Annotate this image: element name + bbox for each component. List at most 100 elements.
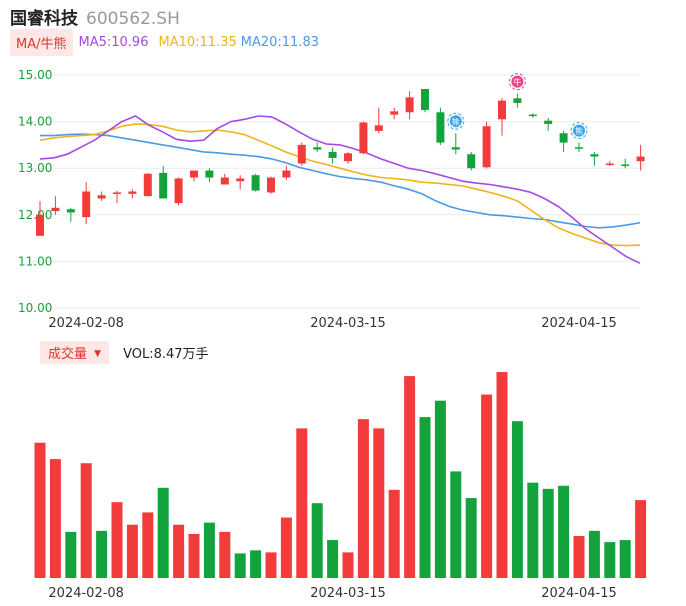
signal-marker: 熊: [447, 112, 465, 130]
candle-body: [174, 178, 183, 204]
signal-ring: [570, 122, 588, 140]
volume-bar: [419, 417, 431, 578]
stock-name: 国睿科技: [10, 9, 78, 29]
candle: [51, 196, 60, 215]
volume-bar: [96, 530, 108, 578]
volume-bar: [357, 419, 369, 578]
candle-body: [143, 173, 152, 197]
candle-body: [482, 126, 491, 168]
volume-bar: [280, 517, 292, 578]
volume-bar: [388, 489, 400, 578]
candle: [251, 173, 260, 192]
candle: [528, 113, 537, 118]
volume-bar: [496, 372, 508, 578]
volume-bar: [65, 531, 77, 578]
candle: [174, 177, 183, 206]
y-tick-label: 12.00: [18, 208, 52, 222]
signal-ring: [447, 112, 465, 130]
volume-bar: [450, 471, 462, 578]
y-tick-label: 10.00: [18, 301, 52, 315]
candle: [297, 142, 306, 166]
ma-legend: MA/牛熊 MA5:10.96 MA10:11.35 MA20:11.83: [10, 28, 319, 56]
candle-body: [205, 170, 214, 178]
candle-body: [513, 98, 522, 103]
candle: [575, 142, 583, 152]
volume-bar: [342, 552, 354, 578]
volume-bar: [188, 533, 200, 578]
candle-body: [636, 156, 645, 162]
candle-body: [313, 147, 322, 150]
candle: [220, 173, 229, 185]
candle: [359, 121, 368, 155]
signal-label: 熊: [575, 126, 583, 136]
candle: [636, 144, 645, 171]
candle: [559, 130, 568, 152]
dropdown-arrow-icon: ▼: [94, 348, 102, 359]
candle: [282, 165, 291, 180]
y-tick-label: 15.00: [18, 68, 52, 82]
candle-body: [251, 175, 260, 191]
volume-bar: [465, 498, 477, 578]
stock-header: 国睿科技 600562.SH: [10, 4, 180, 29]
candle-body: [66, 209, 75, 213]
volume-bar: [296, 428, 308, 578]
y-tick-label: 11.00: [18, 254, 52, 268]
candle-body: [575, 147, 583, 149]
candle-body: [467, 154, 476, 169]
x-tick-label: 2024-03-15: [310, 316, 386, 331]
candle: [82, 182, 91, 225]
signal-dot: [511, 75, 524, 88]
volume-bar: [511, 421, 523, 578]
volume-bar: [219, 531, 231, 578]
volume-bar: [157, 487, 169, 578]
volume-bar: [635, 500, 647, 578]
candle: [374, 107, 383, 134]
candle-body: [605, 163, 614, 166]
volume-indicator-selector[interactable]: 成交量 ▼: [40, 340, 110, 364]
candle: [328, 147, 337, 164]
candle-body: [344, 153, 352, 162]
volume-bar: [311, 503, 323, 578]
volume-bar: [558, 485, 570, 578]
ma10-line: [39, 123, 641, 247]
candle-body: [528, 114, 537, 117]
volume-bar: [49, 459, 61, 578]
ma5-label: MA5:10.96: [78, 34, 149, 50]
candle-body: [559, 133, 568, 143]
y-tick-label: 13.00: [18, 161, 52, 175]
ma10-label: MA10:11.35: [158, 34, 237, 50]
signal-dot: [573, 124, 585, 137]
volume-bar: [481, 394, 493, 578]
candle: [113, 190, 121, 204]
candle: [605, 161, 614, 166]
ma20-label: MA20:11.83: [240, 34, 319, 50]
candle-body: [220, 177, 229, 185]
signal-label: 牛: [513, 77, 521, 87]
candle-body: [421, 88, 429, 110]
candle-body: [159, 172, 168, 199]
volume-bar: [173, 524, 185, 578]
candle: [482, 121, 491, 169]
volume-bar: [404, 376, 416, 578]
ma-mode-selector[interactable]: MA/牛熊: [10, 28, 73, 56]
volume-bar: [80, 463, 92, 578]
volume-bar: [203, 522, 215, 578]
candle-body: [190, 170, 198, 178]
candle: [421, 88, 429, 113]
candle: [267, 176, 275, 194]
candle: [36, 200, 44, 236]
candle-body: [359, 122, 368, 154]
candle: [190, 170, 198, 182]
volume-x-tick-label: 2024-02-08: [48, 586, 124, 601]
stock-code: 600562.SH: [86, 9, 180, 29]
candle-body: [498, 100, 506, 120]
volume-tag-label: 成交量: [48, 346, 88, 362]
candle: [313, 142, 322, 152]
candle: [544, 117, 553, 131]
signal-label: 熊: [452, 117, 460, 127]
volume-bar: [588, 530, 600, 578]
volume-bar: [250, 550, 262, 578]
volume-bar: [111, 502, 123, 578]
signal-ring: [508, 73, 526, 91]
